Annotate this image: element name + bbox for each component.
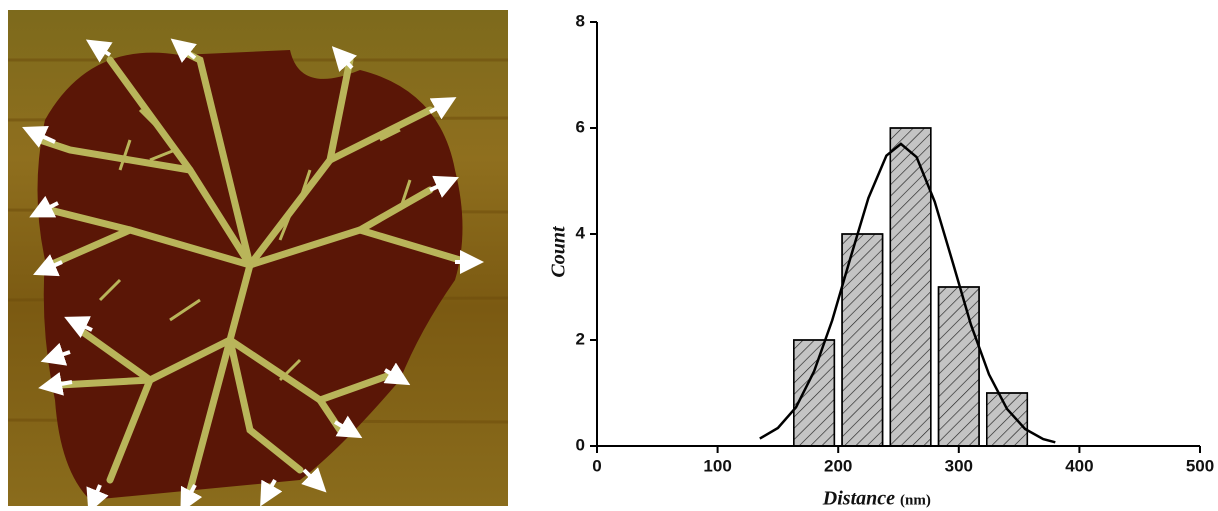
y-tick-label: 0: [576, 435, 585, 454]
fit-curve: [759, 142, 1056, 444]
x-tick-label: 100: [703, 456, 731, 475]
y-tick-label: 2: [576, 329, 585, 348]
y-axis-label: Count: [548, 225, 570, 278]
x-tick-label: 400: [1065, 456, 1093, 475]
x-tick-label: 200: [824, 456, 852, 475]
bar-hatch: [889, 127, 932, 447]
y-tick-label: 6: [576, 117, 585, 136]
y-tick-label: 4: [576, 223, 586, 242]
x-tick-label: 0: [592, 456, 601, 475]
afm-image: [7, 10, 509, 511]
x-tick-label: 300: [945, 456, 973, 475]
x-axis-unit: (nm): [900, 492, 931, 508]
bar-hatch: [986, 392, 1029, 447]
bar-hatch: [841, 233, 884, 447]
bar-hatch: [937, 286, 980, 447]
x-axis-label: Distance: [822, 488, 895, 510]
y-tick-label: 8: [576, 11, 585, 30]
bar-hatch: [793, 339, 836, 447]
x-tick-label: 500: [1186, 456, 1214, 475]
